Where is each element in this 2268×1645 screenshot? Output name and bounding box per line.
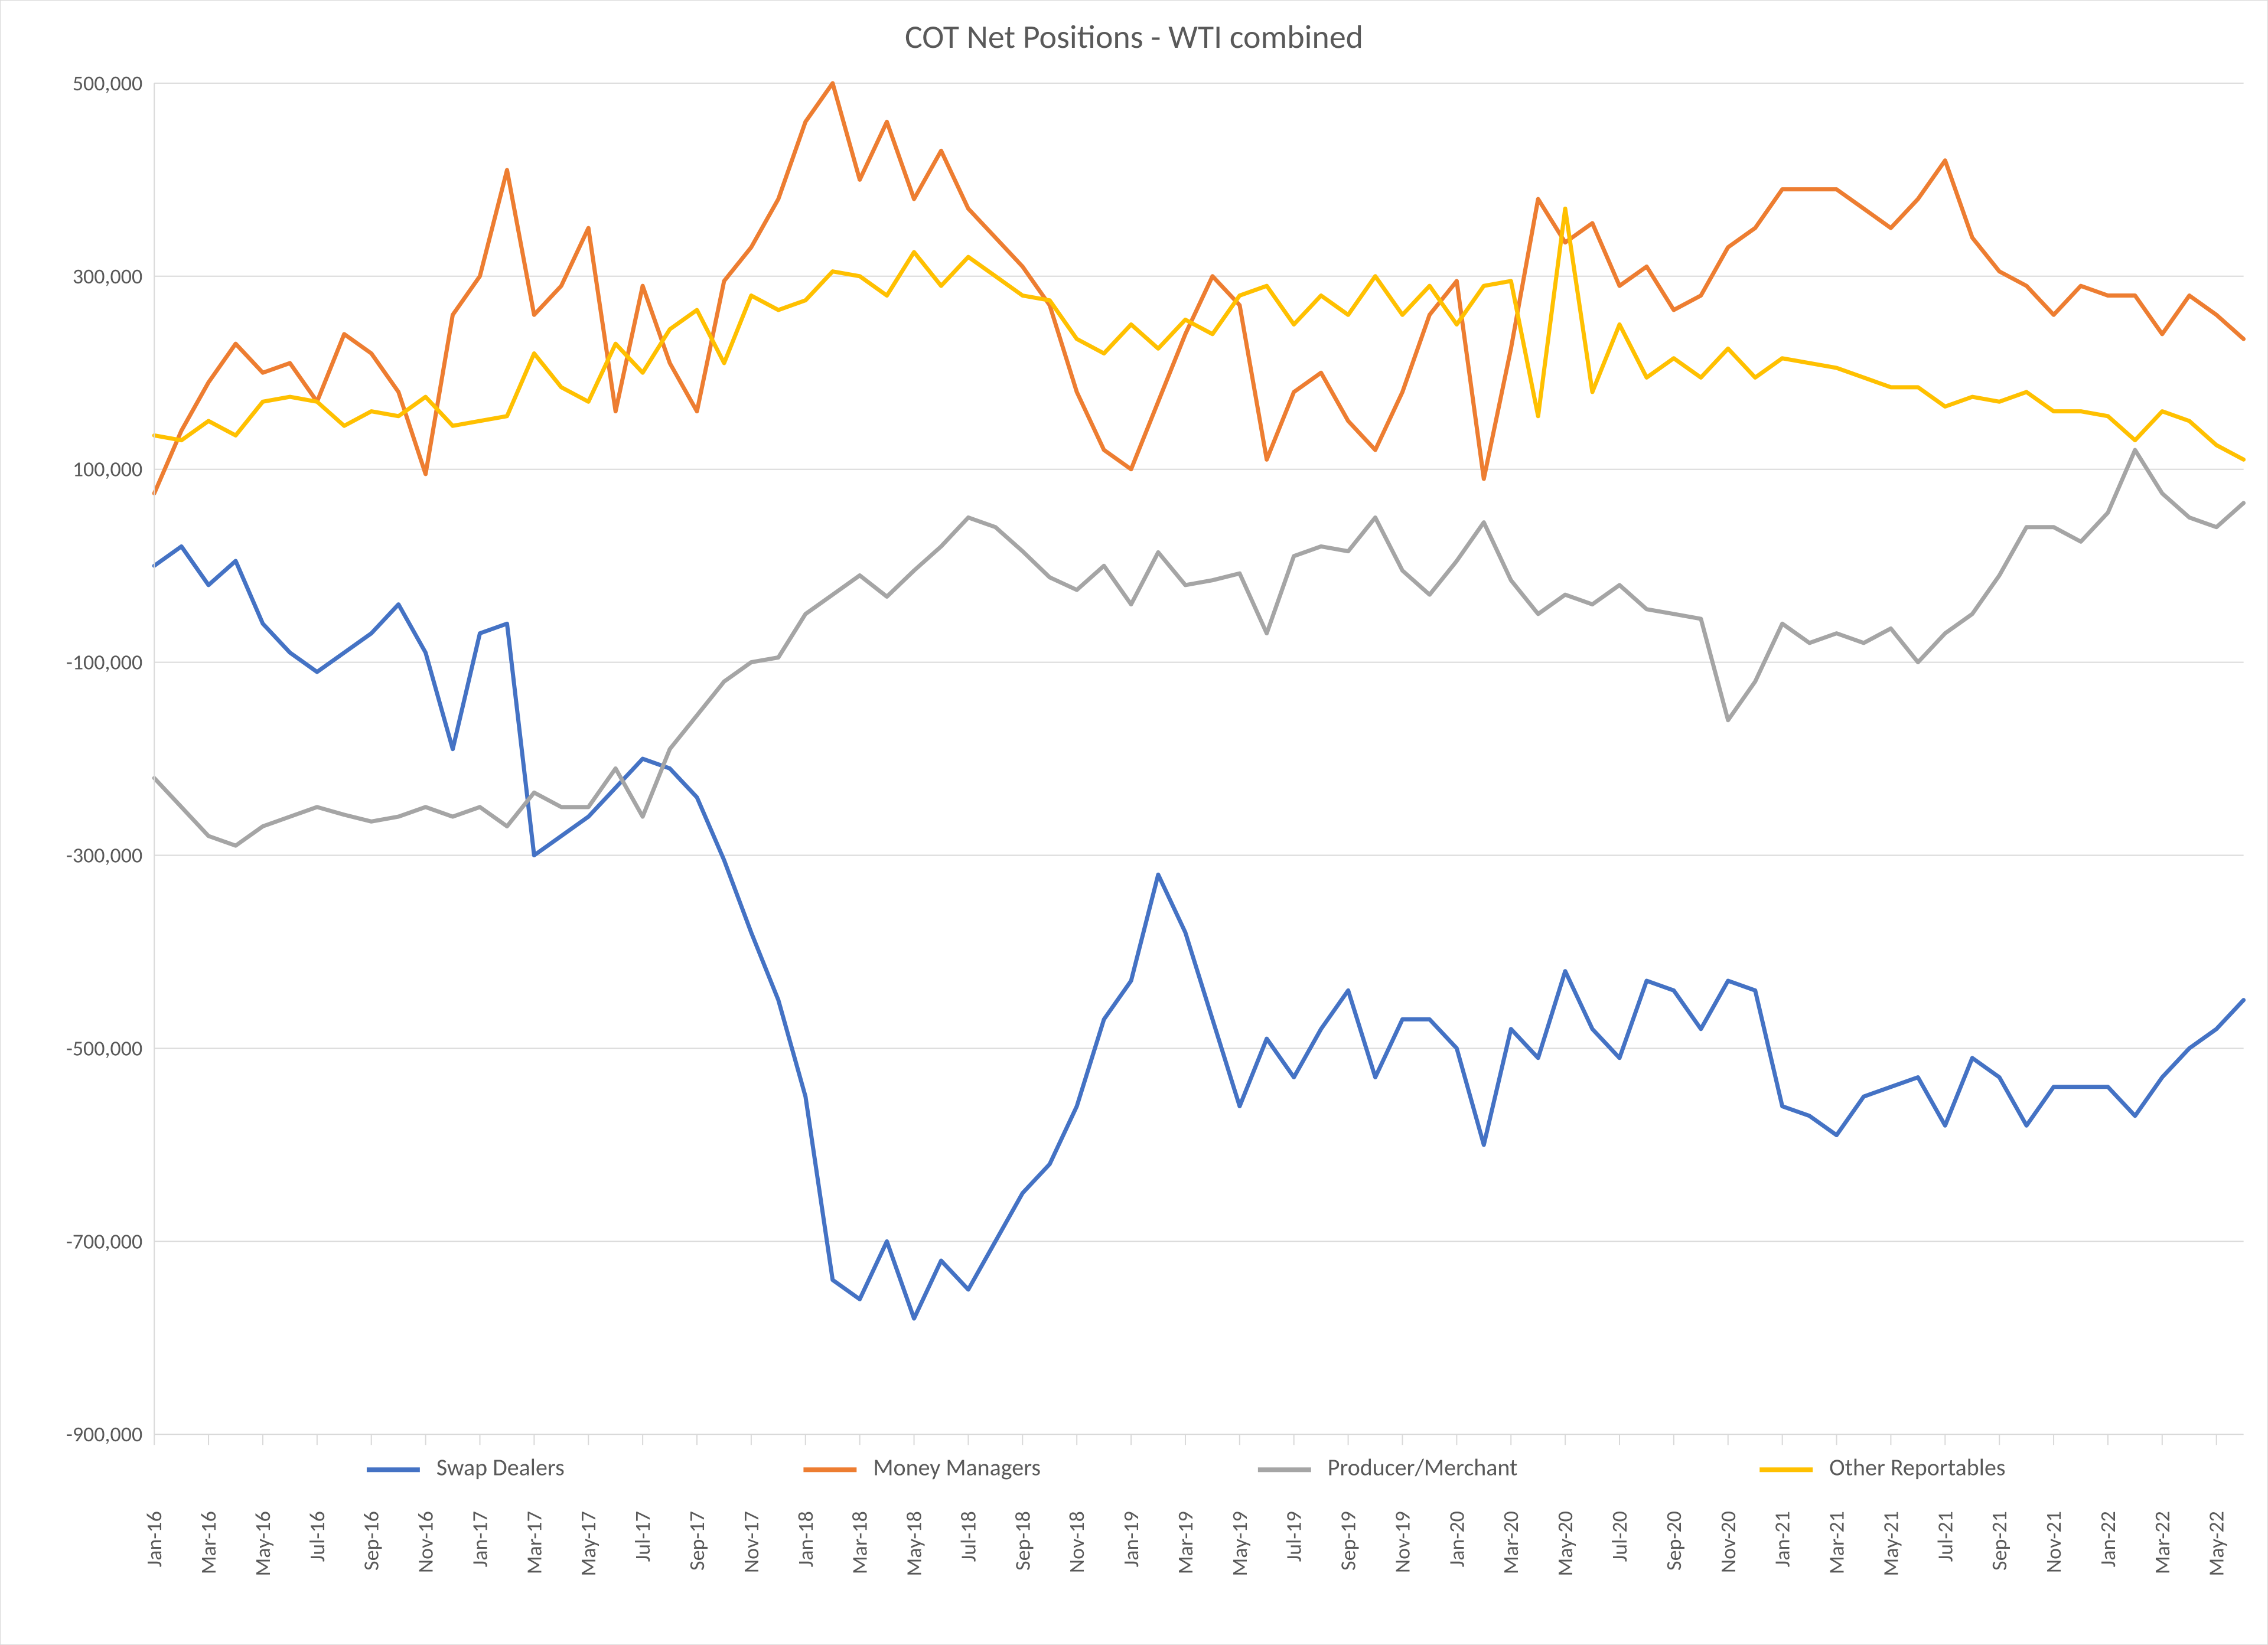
y-axis-label: 300,000 [73,263,142,289]
x-axis-label: Jul-19 [1281,1511,1307,1562]
x-axis-label: Mar-19 [1172,1511,1198,1574]
x-axis-label: May-19 [1227,1511,1253,1576]
x-axis-label: Jul-17 [630,1511,656,1562]
x-axis-label: Mar-20 [1498,1511,1524,1574]
x-axis-label: Sep-20 [1661,1511,1687,1571]
y-axis-label: 500,000 [73,70,142,96]
x-axis-label: Nov-16 [413,1511,439,1573]
x-axis-label: Nov-19 [1389,1511,1415,1573]
x-axis-label: Jan-20 [1443,1511,1469,1567]
legend-label: Money Managers [873,1453,1041,1482]
x-axis-label: Sep-17 [684,1511,710,1571]
y-axis-label: -500,000 [66,1035,142,1061]
y-axis-label: -700,000 [66,1228,142,1254]
x-axis-label: Nov-21 [2041,1511,2067,1573]
chart-container: COT Net Positions - WTI combined -900,000… [0,0,2268,1645]
x-axis-label: May-20 [1552,1511,1578,1576]
y-axis-label: -300,000 [66,843,142,869]
x-axis-label: May-18 [901,1511,927,1576]
chart-svg: COT Net Positions - WTI combined -900,000… [1,1,2267,1644]
x-axis-label: May-16 [250,1511,276,1576]
chart-title: COT Net Positions - WTI combined [905,17,1363,57]
x-axis-label: Sep-19 [1335,1511,1361,1571]
x-axis-label: Sep-21 [1986,1511,2012,1571]
x-axis-label: Nov-20 [1715,1511,1741,1573]
x-axis-label: Sep-18 [1009,1511,1035,1571]
x-axis-label: Mar-21 [1824,1511,1850,1574]
x-axis-label: May-17 [575,1511,601,1576]
x-axis-label: Mar-16 [195,1511,221,1574]
x-axis-label: Jan-17 [467,1511,493,1567]
x-axis-label: Mar-18 [847,1511,873,1574]
x-axis-label: Jul-16 [304,1511,330,1562]
x-axis-label: Mar-17 [521,1511,547,1574]
x-axis-label: Jan-21 [1770,1511,1795,1567]
x-axis-label: Sep-16 [359,1511,384,1571]
x-axis-label: Jul-20 [1606,1511,1632,1562]
x-axis-label: May-22 [2204,1511,2230,1576]
x-axis-label: Jan-19 [1118,1511,1144,1567]
x-axis-label: May-21 [1878,1511,1904,1576]
x-axis-label: Jan-16 [141,1511,167,1567]
y-axis-label: -100,000 [66,649,142,675]
chart-background [1,1,2267,1644]
x-axis-label: Jan-22 [2095,1511,2121,1567]
legend-label: Other Reportables [1829,1453,2005,1482]
y-axis-label: -900,000 [66,1421,142,1447]
legend-label: Producer/Merchant [1328,1453,1518,1482]
y-axis-label: 100,000 [73,456,142,482]
legend-label: Swap Dealers [436,1453,565,1482]
x-axis-label: Mar-22 [2149,1511,2175,1574]
x-axis-label: Jan-18 [793,1511,819,1567]
x-axis-label: Nov-18 [1064,1511,1090,1573]
x-axis-label: Jul-18 [955,1511,981,1562]
x-axis-label: Nov-17 [738,1511,764,1573]
x-axis-label: Jul-21 [1932,1511,1958,1562]
